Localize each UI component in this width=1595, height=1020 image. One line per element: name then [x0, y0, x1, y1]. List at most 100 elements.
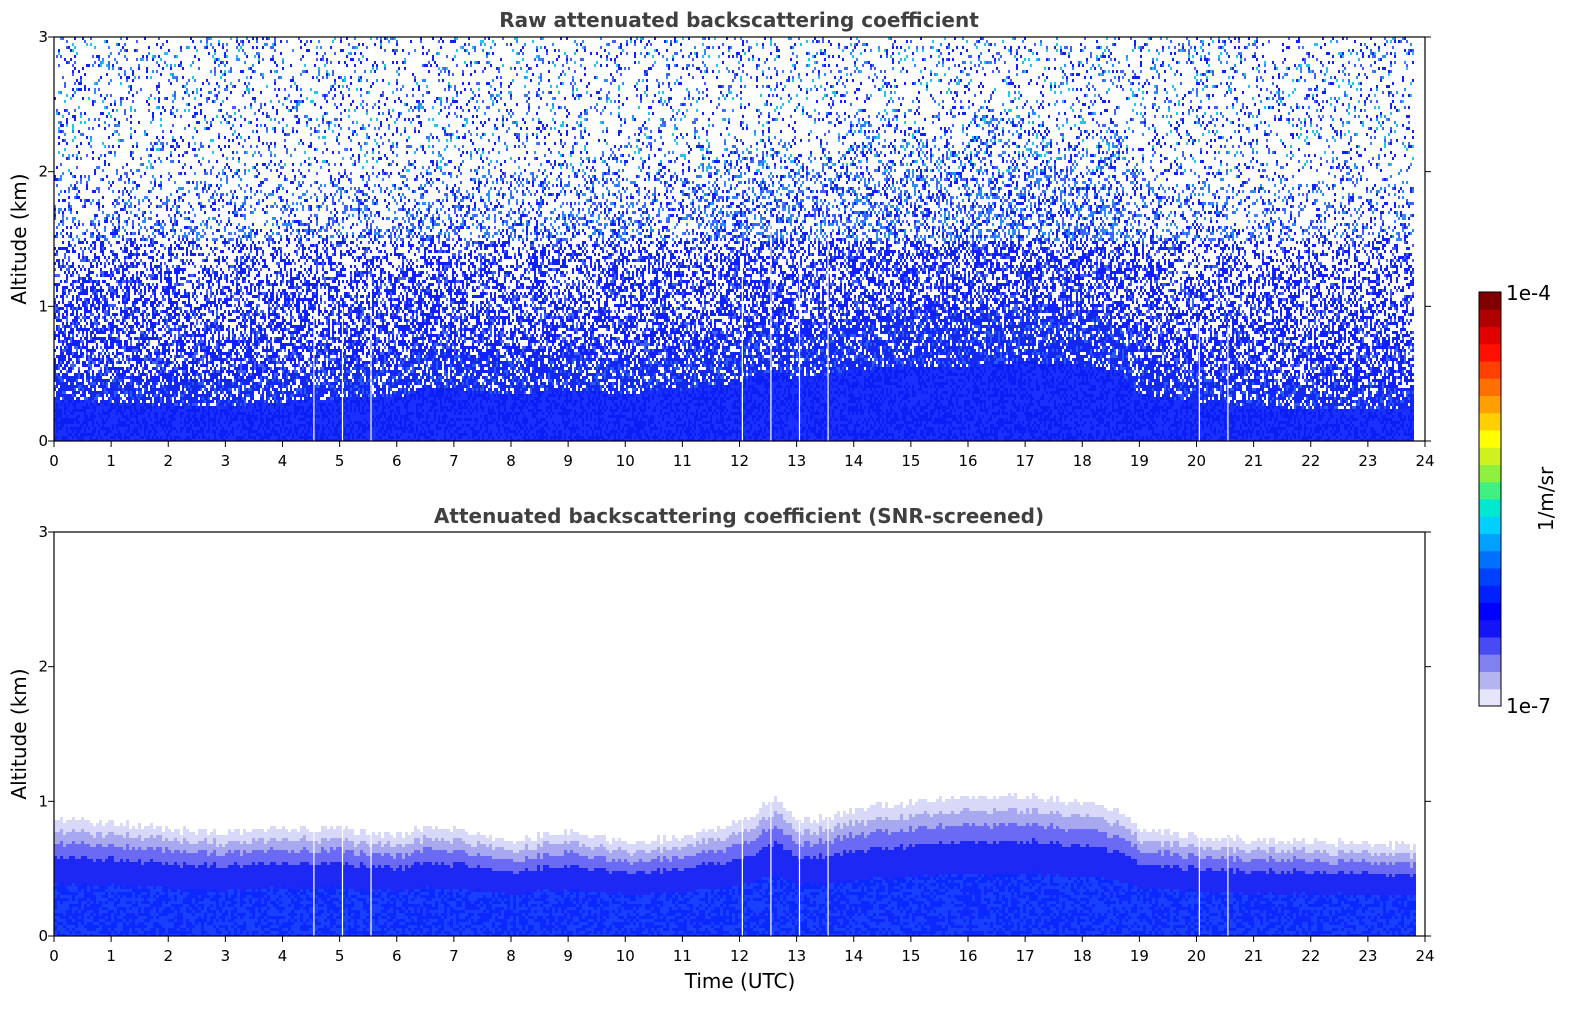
field-cell — [194, 241, 196, 244]
field-cell — [192, 274, 194, 277]
field-cell — [82, 253, 84, 256]
field-cell — [62, 130, 64, 133]
field-cell — [218, 145, 220, 148]
field-cell — [130, 406, 132, 409]
field-cell — [148, 109, 150, 112]
field-cell — [68, 355, 70, 358]
field-cell — [152, 145, 154, 148]
field-cell — [170, 376, 172, 379]
field-cell — [136, 415, 138, 418]
field-cell — [160, 142, 162, 145]
field-cell — [88, 433, 90, 436]
field-cell — [196, 232, 198, 235]
field-cell — [224, 79, 226, 82]
field-cell — [190, 379, 192, 382]
field-cell — [158, 439, 160, 441]
field-cell — [146, 343, 148, 346]
field-cell — [128, 256, 130, 259]
field-cell — [154, 400, 156, 403]
field-cell — [136, 250, 138, 253]
field-cell — [196, 295, 198, 298]
field-cell — [132, 427, 134, 430]
field-cell — [186, 388, 188, 391]
field-cell — [106, 400, 108, 403]
panel-title: Raw attenuated backscattering coefficien… — [499, 8, 979, 32]
field-cell — [98, 415, 100, 418]
field-cell — [108, 418, 110, 421]
field-cell — [142, 55, 144, 58]
field-cell — [166, 142, 168, 145]
field-cell — [84, 361, 86, 364]
field-cell — [142, 385, 144, 388]
field-cell — [90, 289, 92, 292]
field-cell — [66, 430, 68, 433]
field-cell — [98, 238, 100, 241]
field-cell — [166, 421, 168, 424]
field-cell — [58, 199, 60, 202]
field-cell — [166, 199, 168, 202]
field-cell — [176, 265, 178, 268]
field-cell — [126, 238, 128, 241]
field-cell — [158, 436, 160, 439]
field-cell — [216, 313, 218, 316]
field-cell — [224, 427, 226, 430]
field-cell — [108, 145, 110, 148]
field-cell — [218, 412, 220, 415]
field-cell — [72, 88, 74, 91]
field-cell — [90, 337, 92, 340]
field-cell — [160, 280, 162, 283]
field-cell — [180, 325, 182, 328]
field-cell — [92, 100, 94, 103]
field-cell — [120, 49, 122, 52]
field-cell — [88, 142, 90, 145]
field-cell — [70, 274, 72, 277]
field-cell — [94, 241, 96, 244]
field-cell — [172, 418, 174, 421]
field-cell — [218, 370, 220, 373]
field-cell — [178, 436, 180, 439]
field-cell — [72, 175, 74, 178]
field-cell — [186, 325, 188, 328]
field-cell — [66, 61, 68, 64]
field-cell — [124, 325, 126, 328]
field-cell — [146, 316, 148, 319]
field-cell — [110, 289, 112, 292]
field-cell — [94, 316, 96, 319]
field-cell — [150, 226, 152, 229]
field-cell — [216, 259, 218, 262]
field-cell — [144, 409, 146, 412]
field-cell — [150, 436, 152, 439]
field-cell — [128, 217, 130, 220]
field-cell — [114, 205, 116, 208]
field-cell — [110, 346, 112, 349]
field-cell — [54, 262, 56, 265]
field-cell — [166, 265, 168, 268]
field-cell — [190, 355, 192, 358]
field-cell — [136, 436, 138, 439]
field-cell — [174, 271, 176, 274]
field-cell — [192, 433, 194, 436]
field-cell — [166, 307, 168, 310]
field-cell — [202, 349, 204, 352]
field-cell — [126, 346, 128, 349]
field-cell — [134, 214, 136, 217]
field-cell — [160, 418, 162, 421]
field-cell — [136, 256, 138, 259]
field-cell — [180, 136, 182, 139]
field-cell — [156, 412, 158, 415]
field-cell — [124, 346, 126, 349]
field-cell — [118, 43, 120, 46]
field-cell — [176, 352, 178, 355]
field-cell — [190, 229, 192, 232]
field-cell — [178, 283, 180, 286]
field-cell — [174, 391, 176, 394]
field-cell — [174, 295, 176, 298]
field-cell — [160, 244, 162, 247]
field-cell — [54, 235, 56, 238]
field-cell — [84, 433, 86, 436]
field-cell — [162, 436, 164, 439]
field-cell — [176, 142, 178, 145]
field-cell — [60, 427, 62, 430]
field-cell — [184, 436, 186, 439]
field-cell — [94, 361, 96, 364]
